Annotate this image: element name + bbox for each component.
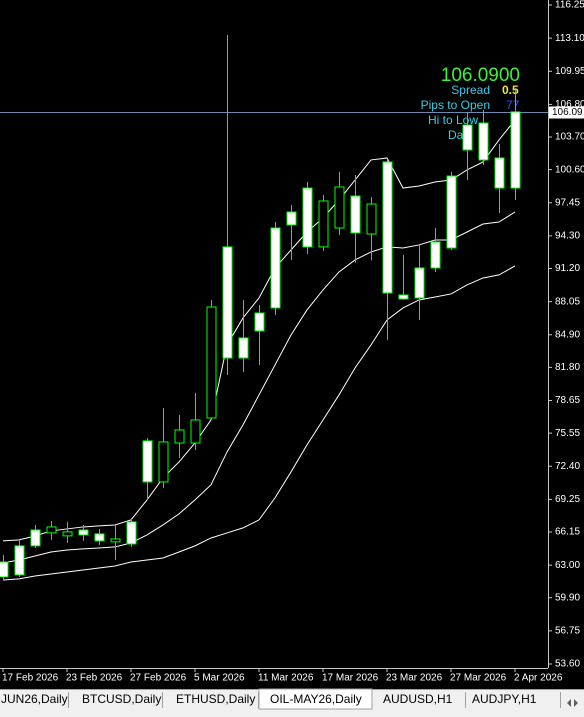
x-tick-label: 23 Mar 2026: [386, 673, 443, 684]
y-tick-label: 109.95: [555, 66, 584, 77]
y-tick-label: 116.25: [555, 0, 584, 11]
info-spread-value: 0.5: [502, 83, 519, 97]
y-tick-label: 59.90: [555, 592, 580, 603]
candle-body: [46, 526, 57, 534]
info-layer: 106.0900 Spread 0.5 Pips to Open 77 Hi t…: [421, 65, 520, 142]
band-line: [2, 265, 516, 581]
x-tick-label: 17 Mar 2026: [322, 673, 379, 684]
tab-scroll[interactable]: [560, 692, 584, 714]
candle-body: [382, 161, 393, 294]
x-tick-label: 27 Feb 2026: [130, 673, 187, 684]
band-line: [2, 211, 516, 564]
y-tick-label: 106.80: [555, 99, 584, 110]
tab-bar: JUN26,Daily BTCUSD,Daily ETHUSD,Daily OIL-M…: [0, 688, 584, 717]
x-tick-label: 2 Apr 2026: [514, 673, 563, 684]
candle-body: [302, 187, 313, 248]
candle-body: [158, 441, 169, 483]
candle-body: [254, 312, 265, 332]
candle-body: [350, 195, 361, 234]
y-tick-label: 63.00: [555, 560, 580, 571]
info-hi-low-label: Hi to Low: [428, 113, 478, 127]
candle-body: [30, 529, 41, 547]
y-tick-label: 81.80: [555, 362, 580, 373]
candle-body: [446, 175, 457, 249]
candle-body: [494, 157, 505, 189]
y-tick-label: 94.30: [555, 231, 580, 242]
candle-body: [222, 246, 233, 359]
candle-body: [270, 227, 281, 309]
candle-body: [174, 429, 185, 444]
info-pips-value: 77: [506, 98, 520, 112]
candle-body: [78, 529, 89, 536]
candle-body: [14, 545, 25, 576]
candle-body: [286, 211, 297, 226]
tab-scroll-arrows: [567, 699, 578, 707]
y-tick-label: 100.60: [555, 164, 584, 175]
candles-layer: [0, 34, 521, 580]
bands-layer: [0, 112, 548, 581]
current-price-label: 106.09: [552, 107, 583, 118]
candle-body: [334, 186, 345, 229]
x-tick-label: 17 Feb 2026: [2, 673, 59, 684]
y-tick-label: 53.60: [555, 659, 580, 670]
candle-body: [462, 124, 473, 151]
info-price: 106.0900: [441, 65, 520, 86]
x-tick-label: 5 Mar 2026: [194, 673, 245, 684]
current-price-box: [549, 106, 584, 119]
y-tick-label: 66.15: [555, 527, 580, 538]
candle-body: [478, 122, 489, 161]
y-tick-label: 88.05: [555, 296, 580, 307]
tab-label[interactable]: ETHUSD,Daily: [176, 692, 255, 706]
y-tick-label: 69.25: [555, 494, 580, 505]
x-tick-label: 11 Mar 2026: [258, 673, 314, 684]
y-tick-label: 113.10: [555, 33, 584, 44]
y-tick-label: 103.70: [555, 132, 584, 143]
y-tick-label: 78.65: [555, 395, 580, 406]
candle-body: [94, 533, 105, 542]
candle-body: [190, 419, 201, 444]
candle-body: [126, 521, 137, 545]
candle-body: [0, 561, 9, 578]
candle-body: [398, 294, 409, 300]
tab-label[interactable]: AUDUSD,H1: [383, 692, 453, 706]
chart-background: [0, 0, 584, 689]
y-tick-label: 97.45: [555, 197, 580, 208]
candle-body: [238, 337, 249, 359]
tab-label[interactable]: AUDJPY,H1: [472, 692, 537, 706]
candle-body: [142, 440, 153, 483]
tab-label[interactable]: JUN26,Daily: [1, 692, 68, 706]
band-line: [2, 119, 516, 542]
tab-label[interactable]: OIL-MAY26,Daily: [270, 692, 362, 706]
candle-body: [430, 241, 441, 269]
y-tick-label: 72.40: [555, 461, 580, 472]
y-tick-label: 75.55: [555, 428, 580, 439]
candle-body: [510, 111, 521, 189]
candle-body: [366, 203, 377, 235]
candle-body: [62, 531, 73, 537]
candle-body: [318, 200, 329, 248]
info-spread-label: Spread: [451, 83, 490, 97]
x-tick-label: 27 Mar 2026: [450, 673, 507, 684]
candle-body: [206, 306, 217, 419]
x-tick-label: 23 Feb 2026: [66, 673, 123, 684]
y-tick-label: 84.90: [555, 329, 580, 340]
candle-body: [414, 267, 425, 299]
info-days-label: Da: [448, 128, 464, 142]
axis-layer: 116.25 113.10 109.95 106.80 103.70 100.60 97.4…: [2, 0, 584, 684]
candle-body: [110, 538, 121, 543]
info-pips-label: Pips to Open: [421, 98, 490, 112]
y-tick-label: 56.75: [555, 626, 580, 637]
tab-label[interactable]: BTCUSD,Daily: [82, 692, 161, 706]
tab-active[interactable]: [258, 688, 373, 710]
y-tick-label: 91.20: [555, 263, 580, 274]
